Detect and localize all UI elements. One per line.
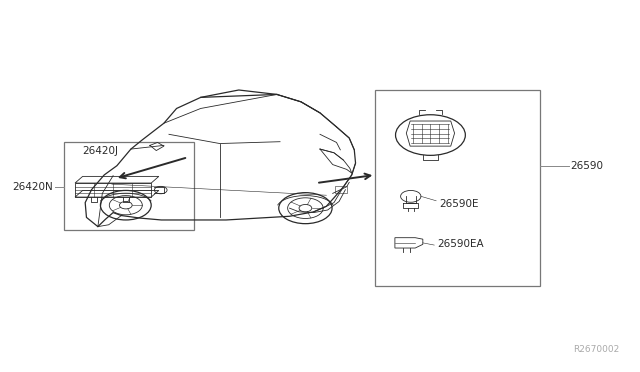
- Bar: [375, 90, 540, 286]
- Text: 26590E: 26590E: [439, 199, 479, 209]
- Bar: [64, 142, 195, 230]
- Text: 26590EA: 26590EA: [437, 239, 484, 249]
- Text: 26590: 26590: [571, 161, 604, 171]
- Text: 26420J: 26420J: [83, 146, 118, 156]
- Text: R2670002: R2670002: [573, 345, 620, 354]
- Text: 26420N: 26420N: [12, 182, 53, 192]
